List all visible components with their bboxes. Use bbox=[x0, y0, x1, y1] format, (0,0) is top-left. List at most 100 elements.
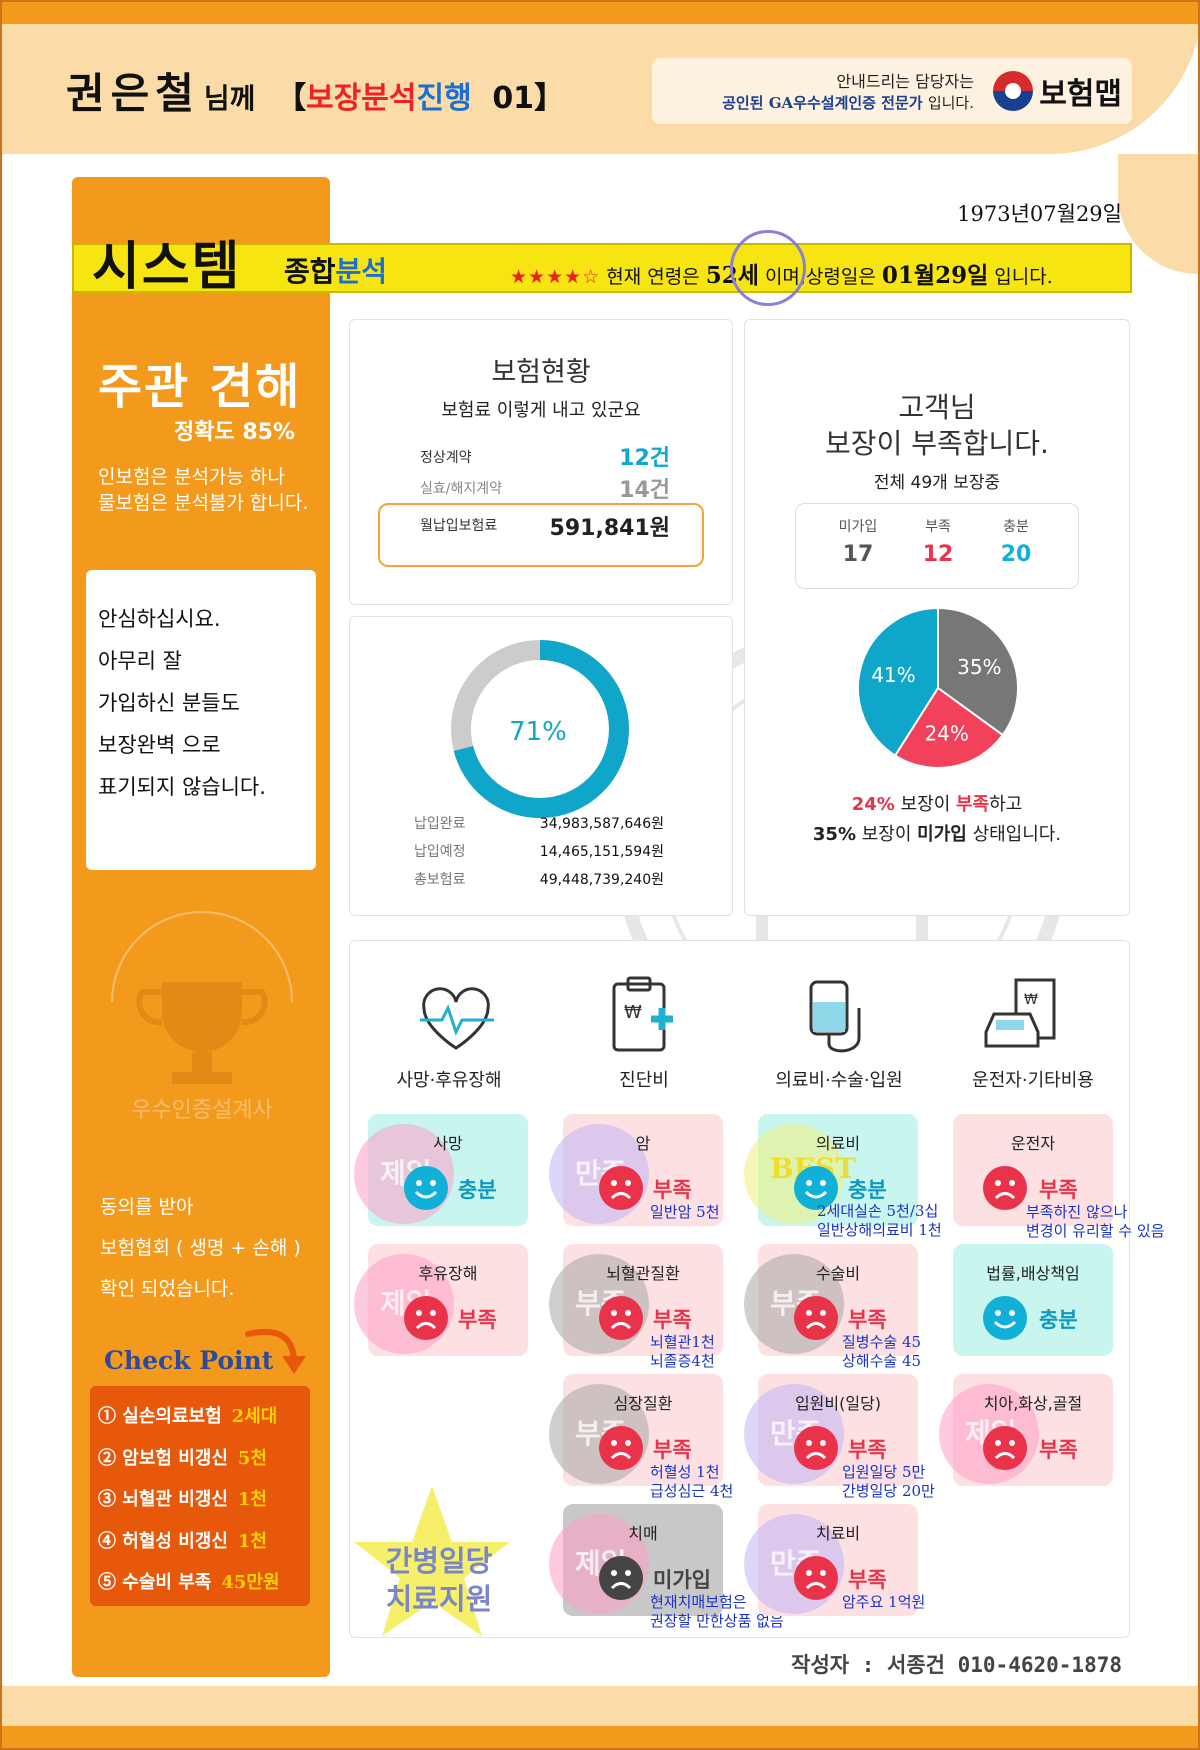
tile-treatment[interactable]: 만족 치료비 부족 bbox=[744, 1504, 918, 1616]
note-brain: 뇌혈관1천 뇌졸증4천 bbox=[650, 1333, 715, 1371]
certified-badge-icon: 우수인증설계사 bbox=[111, 911, 293, 1122]
caption-pct: 35% bbox=[812, 824, 856, 845]
caption-mid: 보장이 bbox=[900, 794, 951, 815]
note-surgery: 질병수술 45 상해수술 45 bbox=[842, 1333, 921, 1371]
sad-face-icon bbox=[794, 1296, 838, 1340]
tile-dementia[interactable]: 제일 치매 미가입 bbox=[549, 1504, 723, 1616]
note-line: 간병일당 20만 bbox=[842, 1482, 935, 1500]
tile-surgery[interactable]: 부족 수술비 부족 bbox=[744, 1244, 918, 1356]
age-highlight-circle bbox=[730, 230, 806, 306]
banner-sub-black: 종합 bbox=[284, 255, 336, 288]
normal-contract-count: 12건 bbox=[619, 446, 670, 471]
tile-heart[interactable]: 부족 심장질환 부족 bbox=[549, 1374, 723, 1486]
caption-mid: 보장이 bbox=[861, 824, 912, 845]
category-medical: 의료비·수술·입원 bbox=[775, 1070, 903, 1091]
payment-donut-chart: 71% bbox=[451, 640, 629, 818]
tile-name: 후유장해 bbox=[418, 1264, 478, 1283]
shortage-title-line-1: 고객님 bbox=[898, 391, 976, 424]
paid-value: 34,983,587,646원 bbox=[539, 816, 664, 832]
sad-face-icon bbox=[404, 1296, 448, 1340]
insurance-status-card: 보험현황 보험료 이렇게 내고 있군요 정상계약 12건 실효/해지계약 14건… bbox=[349, 319, 733, 605]
tile-cancer[interactable]: 만족 암 부족 bbox=[549, 1114, 723, 1226]
svg-text:₩: ₩ bbox=[624, 1002, 642, 1023]
tile-status: 부족 bbox=[653, 1437, 692, 1462]
tile-dental[interactable]: 제일 치아,화상,골절 부족 bbox=[939, 1374, 1113, 1486]
tile-status: 부족 bbox=[848, 1437, 887, 1462]
coverage-stats: 미가입 17 부족 12 충분 20 bbox=[795, 503, 1079, 589]
star-line: 간병일당 bbox=[385, 1544, 493, 1578]
card-line: 아무리 잘 bbox=[98, 649, 182, 673]
tile-name: 뇌혈관질환 bbox=[606, 1264, 680, 1283]
shortage-subtitle: 전체 49개 보장중 bbox=[873, 473, 1001, 493]
tile-death[interactable]: 제일 사망 충분 bbox=[354, 1114, 528, 1226]
opinion-text: 인보험은 분석가능 하나 물보험은 분석불가 합니다. bbox=[98, 464, 328, 516]
consent-line: 동의를 받아 bbox=[100, 1196, 194, 1218]
title-number: 01 bbox=[492, 81, 535, 116]
tile-medical[interactable]: BEST 의료비 충분 bbox=[744, 1114, 918, 1226]
note-line: 허혈성 1천 bbox=[650, 1463, 720, 1481]
checkpoint-label: ② 암보험 비갱신 bbox=[98, 1447, 228, 1469]
tile-brain[interactable]: 부족 뇌혈관질환 부족 bbox=[549, 1244, 723, 1356]
author-contact: 작성자 : 서종건 010-4620-1878 bbox=[791, 1653, 1122, 1677]
tile-name: 치아,화상,골절 bbox=[983, 1394, 1083, 1413]
note-line: 질병수술 45 bbox=[842, 1333, 922, 1351]
sad-face-icon bbox=[599, 1296, 643, 1340]
checkpoint-list: ① 실손의료보험 2세대 ② 암보험 비갱신 5천 ③ 뇌혈관 비갱신 1천 ④ 허혈… bbox=[90, 1386, 310, 1606]
card-line: 보장완벽 으로 bbox=[98, 733, 221, 757]
category-death-disability: 사망·후유장해 bbox=[396, 1070, 502, 1091]
logo-text: 보험맵 bbox=[1039, 77, 1122, 112]
tile-status: 충분 bbox=[458, 1177, 497, 1202]
checkpoint-label: ③ 뇌혈관 비갱신 bbox=[98, 1489, 228, 1510]
pie-caption-2: 35% 보장이 미가입 상태입니다. bbox=[745, 820, 1129, 846]
checkpoint-item: ④ 허혈성 비갱신 1천 bbox=[98, 1521, 302, 1563]
bracket-close: 】 bbox=[534, 81, 565, 116]
tile-name: 암 bbox=[635, 1134, 651, 1153]
sad-face-icon bbox=[983, 1166, 1027, 1210]
tile-status: 부족 bbox=[848, 1307, 887, 1332]
bottom-stripe bbox=[2, 1726, 1198, 1748]
system-banner bbox=[72, 243, 1132, 293]
age-prefix: 현재 연령은 bbox=[606, 266, 700, 288]
consent-text: 동의를 받아 보험협회 ( 생명 + 손해 ) 확인 되었습니다. bbox=[100, 1187, 301, 1310]
tile-hospital[interactable]: 만족 입원비(일당) 부족 bbox=[744, 1374, 918, 1486]
note-line: 2세대실손 5천/3십 bbox=[817, 1202, 939, 1220]
checkpoint-item: ⑤ 수술비 부족 45만원 bbox=[98, 1562, 302, 1604]
tile-legal[interactable]: 법률,배상책임 충분 bbox=[953, 1244, 1113, 1356]
tile-disability[interactable]: 제일 후유장해 부족 bbox=[354, 1244, 528, 1356]
consent-line: 확인 되었습니다. bbox=[100, 1278, 235, 1300]
heartbeat-icon bbox=[420, 987, 494, 1050]
note-treatment: 암주요 1억원 bbox=[842, 1593, 925, 1612]
paid-label: 납입완료 bbox=[414, 816, 466, 832]
sad-face-icon bbox=[599, 1166, 643, 1210]
note-heart: 허혈성 1천 급성심근 4천 bbox=[650, 1463, 733, 1501]
card-line: 표기되지 않습니다. bbox=[98, 775, 266, 799]
caption-word: 부족 bbox=[956, 794, 990, 815]
note-line: 변경이 유리할 수 있음 bbox=[1026, 1222, 1165, 1240]
card-line: 가입하신 분들도 bbox=[98, 691, 240, 715]
pie-label-0: 35% bbox=[957, 655, 1001, 679]
tile-name: 운전자 bbox=[1010, 1134, 1056, 1153]
stat-value: 12 bbox=[922, 542, 954, 567]
coverage-pie-chart: 35% 24% 41% bbox=[857, 606, 1019, 769]
tile-name: 수술비 bbox=[815, 1264, 861, 1283]
note-driver: 부족하진 않으나 변경이 유리할 수 있음 bbox=[1026, 1203, 1165, 1241]
checkpoint-item: ② 암보험 비갱신 5천 bbox=[98, 1438, 302, 1480]
pie-slice-1 bbox=[893, 686, 1005, 769]
checkpoint-item: ③ 뇌혈관 비갱신 1천 bbox=[98, 1479, 302, 1521]
sad-face-icon bbox=[794, 1426, 838, 1470]
happy-face-icon bbox=[404, 1166, 448, 1210]
payment-progress-card: 71% 납입완료 34,983,587,646원 납입예정 14,465,151… bbox=[349, 616, 733, 916]
consent-line: 보험협회 ( 생명 + 손해 ) bbox=[100, 1237, 301, 1259]
checkpoint-value: 45만원 bbox=[221, 1572, 280, 1593]
reassurance-card: 안심하십시요. 아무리 잘 가입하신 분들도 보장완벽 으로 표기되지 않습니다… bbox=[86, 570, 316, 870]
checkpoint-item: ① 실손의료보험 2세대 bbox=[98, 1396, 302, 1438]
note-dementia: 현재치매보험은 권장할 만한상품 없음 bbox=[650, 1593, 784, 1631]
tile-status: 부족 bbox=[653, 1307, 692, 1332]
badge-text: 우수인증설계사 bbox=[131, 1098, 273, 1122]
caption-word: 미가입 bbox=[917, 824, 967, 845]
tile-name: 심장질환 bbox=[613, 1394, 673, 1413]
coverage-shortage-card: 고객님 보장이 부족합니다. 전체 49개 보장중 미가입 17 부족 12 충분 2… bbox=[744, 319, 1130, 916]
birth-date: 1973년07월29일 bbox=[957, 202, 1122, 226]
tile-driver[interactable]: 운전자 부족 bbox=[953, 1114, 1113, 1226]
status-title: 보험현황 bbox=[491, 357, 591, 388]
